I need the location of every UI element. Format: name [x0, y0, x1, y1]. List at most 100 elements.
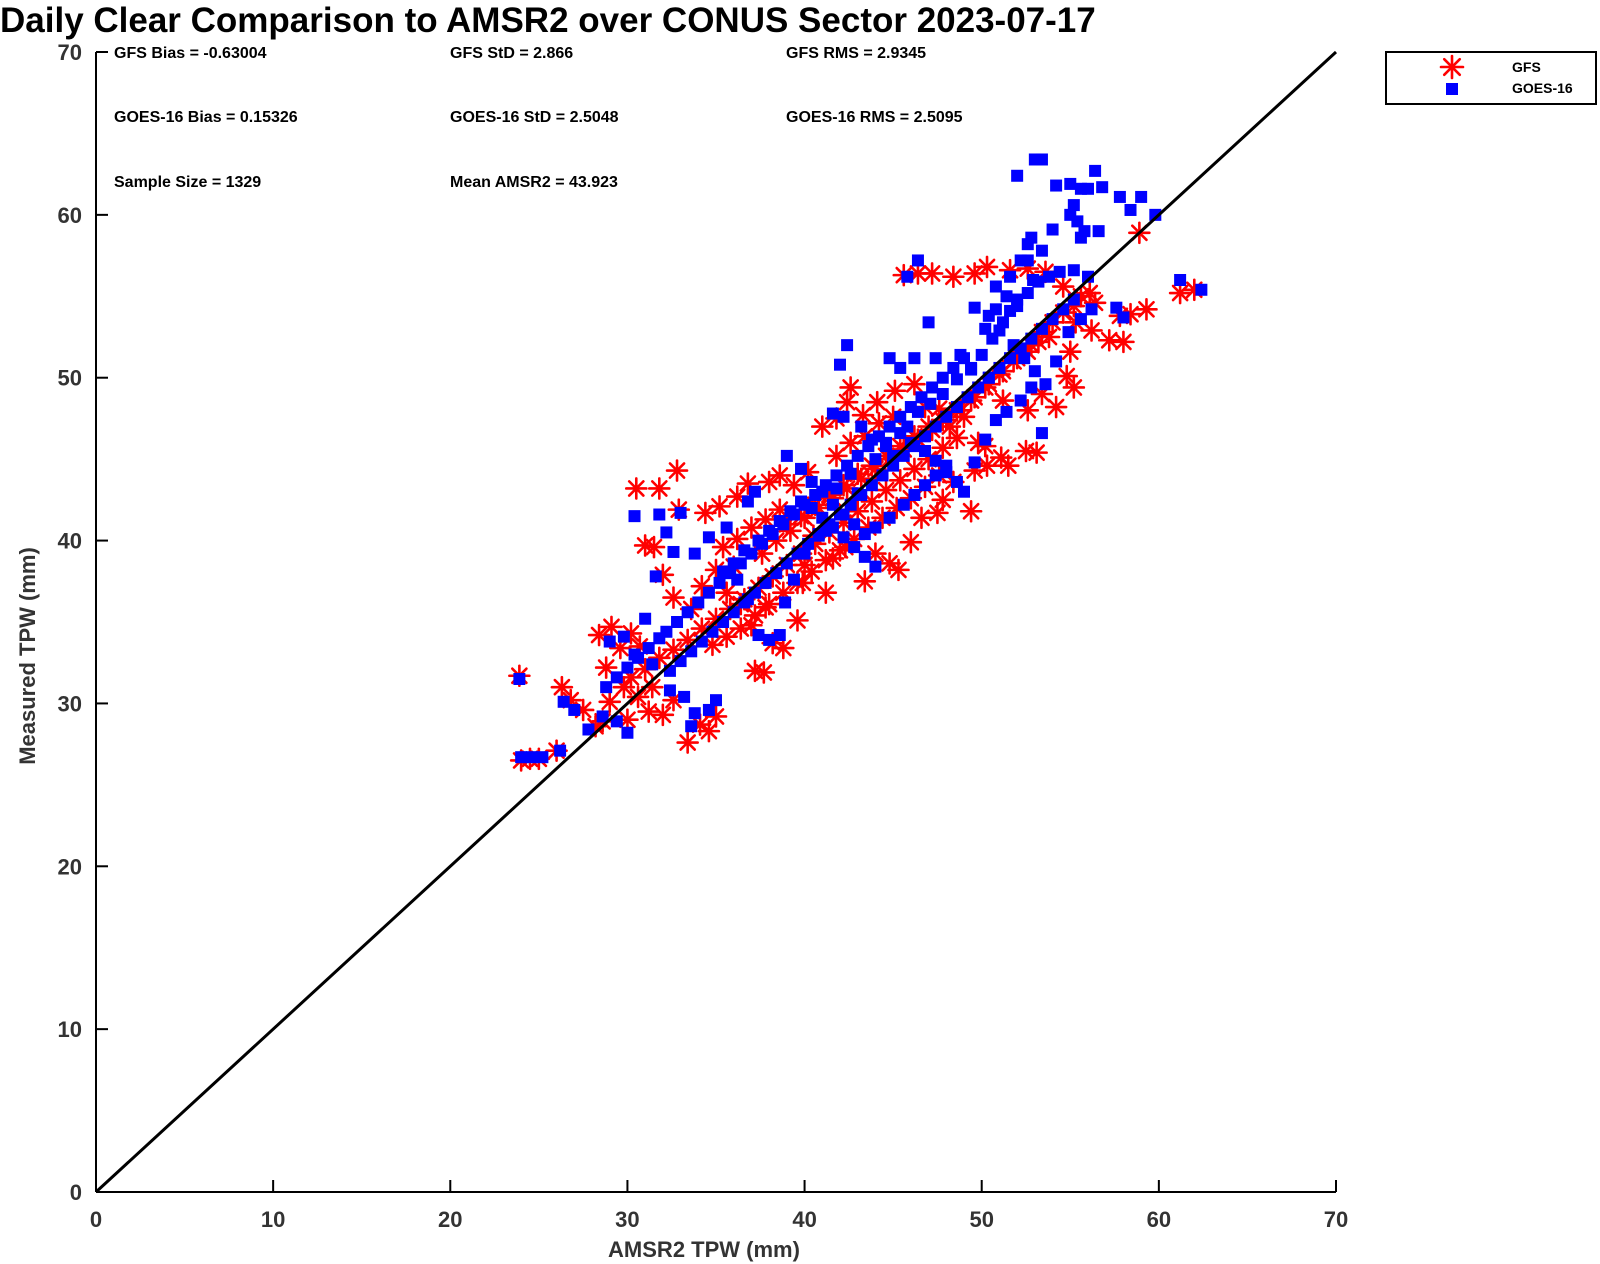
gfs-point [1025, 441, 1048, 464]
goes16-point [809, 488, 822, 501]
goes16-point [869, 560, 882, 573]
goes16-point [610, 671, 623, 684]
goes16-point [862, 440, 875, 453]
goes16-point [525, 751, 538, 764]
goes16-point [681, 606, 694, 619]
goes16-point [787, 508, 800, 521]
x-tick-label: 50 [969, 1207, 993, 1232]
gfs-point [1135, 298, 1158, 321]
goes16-point [603, 635, 616, 648]
goes16-point [621, 726, 634, 739]
y-tick-label: 20 [58, 854, 82, 879]
y-tick-label: 10 [58, 1017, 82, 1042]
goes16-point [940, 459, 953, 472]
gfs-point [846, 499, 870, 523]
x-tick-label: 20 [438, 1207, 462, 1232]
goes16-point [855, 420, 868, 433]
goes16-point [646, 658, 659, 671]
gfs-point [662, 638, 685, 661]
goes16-point [596, 710, 609, 723]
goes16-point [617, 630, 630, 643]
goes16-point [911, 254, 924, 267]
gfs-point [600, 615, 623, 639]
goes16-point [858, 528, 871, 541]
goes-rms-stat: GOES-16 RMS = 2.5095 [786, 109, 963, 126]
gfs-rms-stat: GFS RMS = 2.9345 [786, 45, 926, 62]
goes16-point [975, 348, 988, 361]
goes16-point [989, 280, 1002, 293]
legend-box [1385, 51, 1597, 105]
goes16-point [1021, 287, 1034, 300]
goes16-point [908, 352, 921, 365]
gfs-point [1078, 281, 1102, 305]
stats-annotations: GFS Bias = -0.63004 GFS StD = 2.866 GFS … [114, 45, 963, 191]
gfs-point [945, 426, 969, 450]
goes16-point [826, 407, 839, 420]
goes16-point [1135, 190, 1148, 203]
goes16-point [958, 352, 970, 365]
gfs-point [782, 473, 806, 497]
goes16-point [872, 430, 885, 443]
gfs-point [550, 675, 574, 699]
goes16-point [880, 440, 893, 453]
x-tick-label: 70 [1324, 1207, 1348, 1232]
series-goes-16 [513, 153, 1208, 764]
legend-goes-symbol [1446, 83, 1458, 95]
goes16-point [780, 449, 793, 462]
goes16-point [1067, 264, 1080, 277]
gfs-point [743, 604, 767, 627]
goes16-point [904, 401, 917, 414]
gfs-point [849, 467, 873, 490]
goes16-point [950, 373, 963, 386]
gfs-point [715, 625, 738, 648]
gfs-point [899, 530, 923, 554]
x-axis-label: AMSR2 TPW (mm) [608, 1237, 800, 1262]
goes16-point [968, 301, 981, 314]
gfs-point [888, 469, 912, 492]
goes16-point [741, 495, 754, 508]
goes16-point [919, 479, 932, 492]
gfs-point [874, 478, 898, 502]
goes16-point [798, 498, 811, 511]
goes16-point [1074, 313, 1087, 326]
goes16-point [908, 488, 921, 501]
goes16-point [837, 531, 850, 544]
goes16-point [901, 270, 914, 283]
goes16-point [756, 537, 769, 550]
goes16-point [989, 303, 1002, 316]
goes16-point [1018, 352, 1031, 365]
goes16-point [1043, 270, 1056, 283]
x-tick-label: 10 [261, 1207, 285, 1232]
goes16-point [1124, 203, 1137, 216]
goes16-point [663, 684, 676, 697]
gfs-point [779, 519, 802, 543]
goes16-point [1096, 181, 1109, 194]
goes16-point [869, 521, 882, 534]
goes16-point [710, 694, 722, 707]
goes16-point [869, 453, 882, 466]
goes16-point [929, 454, 942, 467]
goes16-point [660, 526, 673, 539]
gfs-point [1016, 398, 1040, 422]
goes16-point [837, 410, 850, 423]
goes16-point [1021, 238, 1034, 251]
goes16-point [1050, 355, 1063, 368]
y-tick-label: 60 [58, 203, 82, 228]
goes16-point [674, 506, 687, 519]
gfs-point [903, 457, 926, 481]
goes16-point [1035, 244, 1048, 257]
gfs-point [637, 700, 660, 723]
gfs-point [942, 265, 965, 289]
goes16-point [929, 352, 942, 365]
goes16-point [883, 420, 896, 433]
goes16-point [1035, 153, 1048, 166]
goes16-point [536, 751, 549, 764]
goes16-point [702, 531, 715, 544]
gfs-point [642, 535, 666, 559]
goes16-point [515, 751, 528, 764]
goes16-point [557, 695, 570, 708]
gfs-point [963, 262, 986, 285]
goes16-point [993, 324, 1006, 337]
legend-gfs-asterisk-marker [1439, 54, 1465, 80]
